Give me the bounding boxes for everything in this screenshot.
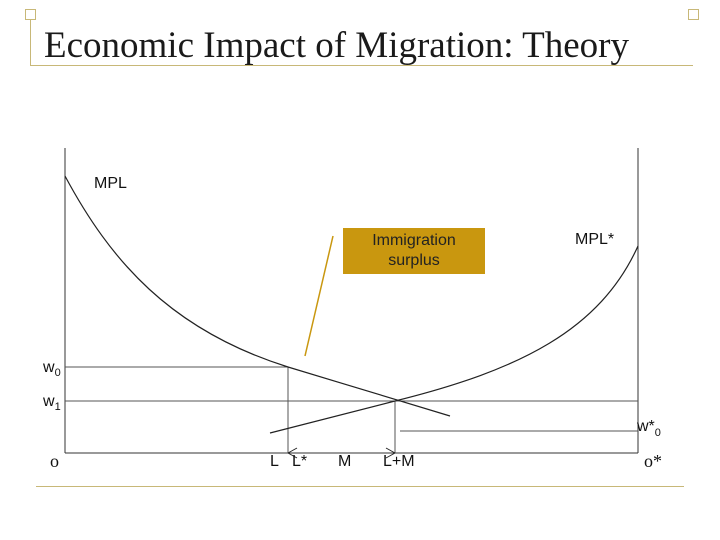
corner-square-right	[688, 9, 699, 20]
l-plus-m-label: L+M	[383, 453, 415, 470]
title-accent-line	[30, 14, 31, 66]
mpl-star-curve	[269, 245, 639, 434]
w1-label: w1	[42, 393, 61, 413]
bottom-rule	[36, 486, 684, 487]
l-star-label: L*	[292, 453, 307, 470]
l-arrow-head-b	[287, 452, 298, 459]
mpl-curve	[64, 175, 451, 417]
callout-line-2: surplus	[388, 252, 440, 269]
origin-left-label: o	[50, 451, 59, 471]
callout-line-1: Immigration	[372, 232, 456, 249]
wstar0-label: w*0	[636, 418, 661, 439]
mpl-star-label: MPL*	[575, 231, 614, 248]
w0-label: w0	[42, 359, 61, 379]
mpl-label: MPL	[94, 175, 127, 192]
callout-pointer	[304, 235, 334, 357]
m-label: M	[338, 453, 351, 470]
slide-title: Economic Impact of Migration: Theory	[44, 25, 629, 66]
title-underline	[30, 65, 693, 66]
lm-arrow-head-b	[385, 452, 396, 459]
lm-arrow-head-a	[385, 447, 396, 454]
l-arrow-head-a	[287, 447, 298, 454]
immigration-surplus-callout: Immigration surplus	[343, 228, 485, 274]
origin-right-label: o*	[644, 451, 662, 471]
l-label: L	[270, 453, 279, 470]
corner-square-top	[25, 9, 36, 20]
